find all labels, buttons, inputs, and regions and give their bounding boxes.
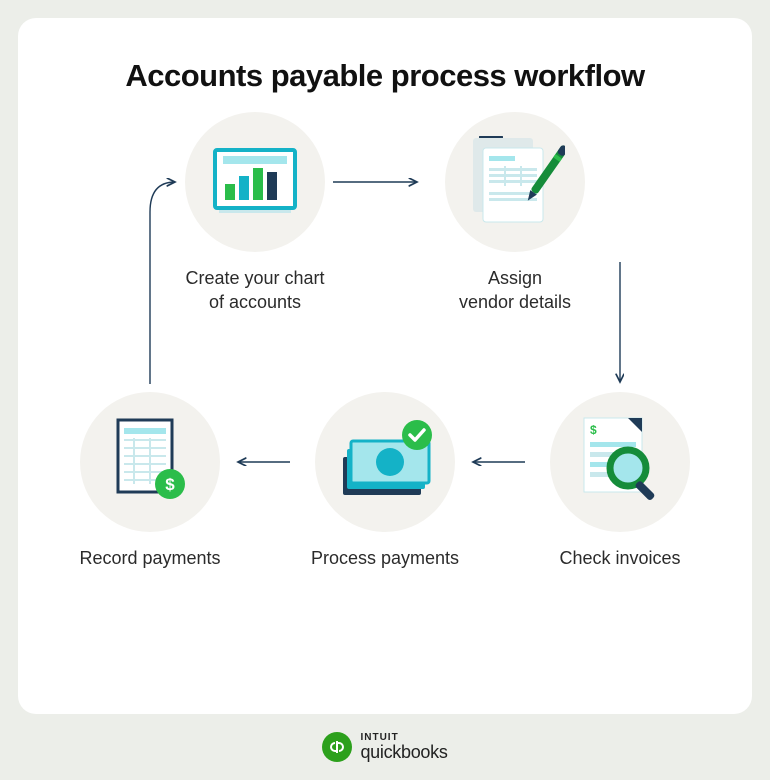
node-check-invoices: $ Check invoices [535, 392, 705, 570]
node-record-payments: $ Record payments [65, 392, 235, 570]
svg-text:$: $ [165, 475, 175, 494]
node-label: Create your chartof accounts [170, 266, 340, 315]
node-label: Record payments [65, 546, 235, 570]
page-title: Accounts payable process workflow [58, 58, 712, 94]
record-payments-icon: $ [80, 392, 220, 532]
check-invoices-icon: $ [550, 392, 690, 532]
vendor-details-icon [445, 112, 585, 252]
process-payments-icon [315, 392, 455, 532]
node-process-payments: Process payments [300, 392, 470, 570]
chart-of-accounts-icon [185, 112, 325, 252]
workflow-card: Accounts payable process workflow [18, 18, 752, 714]
brand-logo: INTUIT quickbooks [322, 732, 447, 762]
quickbooks-mark-icon [322, 732, 352, 762]
brand-bottom: quickbooks [360, 743, 447, 761]
node-label: Assignvendor details [430, 266, 600, 315]
brand-text: INTUIT quickbooks [360, 733, 447, 761]
node-label: Process payments [300, 546, 470, 570]
node-label: Check invoices [535, 546, 705, 570]
workflow-stage: Create your chartof accounts [65, 112, 705, 612]
svg-text:$: $ [590, 423, 597, 437]
node-chart-of-accounts: Create your chartof accounts [170, 112, 340, 315]
node-vendor-details: Assignvendor details [430, 112, 600, 315]
